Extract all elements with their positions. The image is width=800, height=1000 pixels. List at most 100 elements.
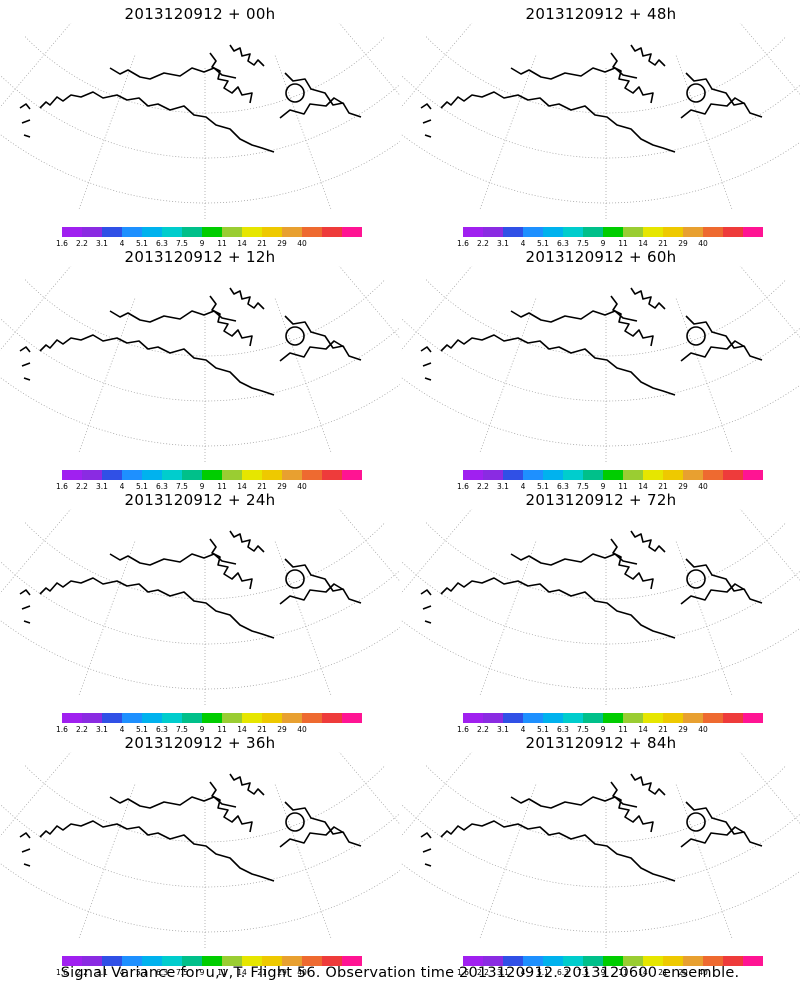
variance-contour [439,284,776,423]
variance-contour [161,344,241,380]
forecast-panel: 2013120912 + 72h 1.6 2.2 3.1 4 5.1 6.3 7.5 9 11 14… [401,491,800,736]
colorbar-swatch [543,470,563,480]
colorbar-tick-label: 2.2 [76,725,88,734]
colorbar-tick-label: 6.3 [156,968,168,977]
colorbar-swatch [222,470,242,480]
colorbar-swatch [463,227,483,237]
graticule [401,266,800,462]
colorbar-tick-label: 9 [199,239,205,248]
colorbar-tick-label: 14 [638,482,648,491]
colorbar-tick-label: 4 [520,968,526,977]
colorbar-swatch [563,713,583,723]
colorbar-swatch [503,470,523,480]
colorbar-tick-label: 21 [257,725,267,734]
colorbar [463,227,763,237]
variance-contour [109,572,280,645]
colorbar-swatch [583,470,603,480]
colorbar-tick-label: 14 [638,968,648,977]
variance-contour [457,56,771,186]
colorbar-tick-label: 14 [237,482,247,491]
colorbar-swatch [262,470,282,480]
graticule [0,752,400,948]
colorbar-swatch [523,470,543,480]
colorbar-tick-label: 2.2 [477,968,489,977]
colorbar-labels: 1.6 2.2 3.1 4 5.1 6.3 7.5 9 11 14 21 29 40 [457,968,763,978]
variance-contour [508,69,724,160]
coastline [19,287,362,396]
colorbar-swatch [603,470,623,480]
colorbar-swatch [282,470,302,480]
colorbar-tick-label: 3.1 [96,239,108,248]
colorbar-swatch [162,227,182,237]
colorbar-tick-label: 14 [237,725,247,734]
variance-map [401,509,800,705]
colorbar-tick-label: 2.2 [477,239,489,248]
colorbar-tick-label: 29 [678,725,688,734]
variance-contour [146,818,280,876]
coastline [420,44,763,153]
colorbar-tick-label: 29 [277,239,287,248]
coastline [420,773,763,882]
colorbar-tick-label: 3.1 [96,968,108,977]
colorbar-swatch [242,956,262,966]
colorbar-swatch [523,956,543,966]
forecast-panel: 2013120912 + 60h 1.6 2.2 3.1 4 5.1 6.3 7.5 9 11 14… [401,248,800,493]
colorbar-swatch [122,227,142,237]
colorbar-tick-label: 9 [199,482,205,491]
variance-map [0,23,400,219]
colorbar-swatch [342,956,362,966]
colorbar-swatch [603,713,623,723]
colorbar-swatch [623,470,643,480]
variance-contour [181,357,214,374]
colorbar [62,956,362,966]
colorbar-swatch [703,956,723,966]
variance-contour [123,322,299,396]
colorbar-swatch [262,227,282,237]
colorbar-tick-label: 2.2 [477,482,489,491]
colorbar-swatch [643,956,663,966]
variance-contour [524,73,707,151]
colorbar-swatch [463,956,483,966]
colorbar-tick-label: 7.5 [176,725,188,734]
colorbar-swatch [342,713,362,723]
variance-contour [434,537,761,672]
colorbar-swatch [603,227,623,237]
colorbar-labels: 1.6 2.2 3.1 4 5.1 6.3 7.5 9 11 14 21 29 40 [457,482,763,492]
variance-contour [171,350,228,376]
colorbar-tick-label: 3.1 [497,239,509,248]
colorbar-swatch [663,956,683,966]
forecast-panel: 2013120912 + 36h 1.6 2.2 3.1 4 5.1 6.3 7.5 9 11 14… [0,734,400,979]
colorbar-swatch [82,227,102,237]
colorbar-tick-label: 3.1 [96,482,108,491]
colorbar-tick-label: 9 [199,968,205,977]
colorbar-tick-label: 3.1 [96,725,108,734]
colorbar-swatch [623,956,643,966]
colorbar-swatch [302,227,322,237]
variance-contour [569,351,624,380]
colorbar-swatch [222,227,242,237]
colorbar-tick-label: 29 [277,725,287,734]
graticule [401,752,800,948]
colorbar-swatch [162,956,182,966]
colorbar-swatch [262,956,282,966]
colorbar-swatch [182,956,202,966]
variance-contour [168,597,233,627]
graticule [0,266,400,462]
colorbar-swatch [82,470,102,480]
variance-contour [582,100,633,126]
colorbar-swatch [62,713,82,723]
variance-contour [497,562,710,653]
variance-contour [568,92,652,131]
colorbar-swatch [302,956,322,966]
coastline [420,530,763,639]
colorbar-swatch [142,227,162,237]
graticule [0,509,400,705]
colorbar-tick-label: 4 [520,482,526,491]
colorbar-swatch [583,713,603,723]
colorbar-tick-label: 5.1 [537,482,549,491]
colorbar-swatch [162,470,182,480]
colorbar-tick-label: 14 [638,239,648,248]
colorbar [62,713,362,723]
colorbar-tick-label: 9 [600,239,606,248]
colorbar-tick-label: 40 [297,482,307,491]
